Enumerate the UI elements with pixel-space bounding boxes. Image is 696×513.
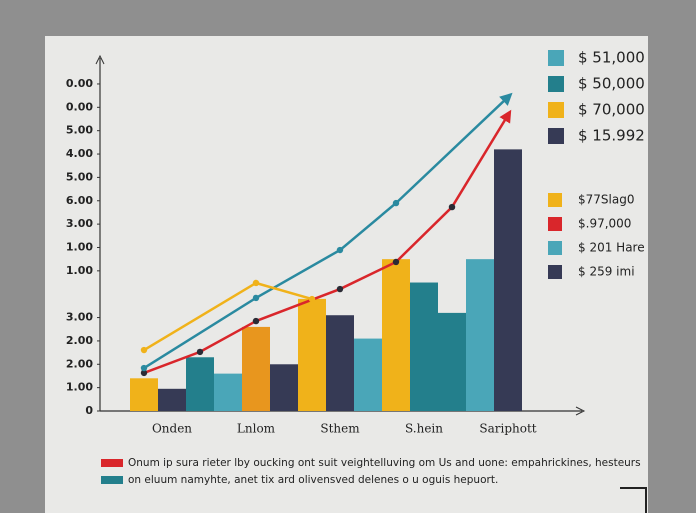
legend-label: $77Slag0 bbox=[578, 193, 634, 207]
line-point bbox=[140, 369, 148, 377]
note-swatch bbox=[101, 476, 123, 484]
legend-swatch bbox=[548, 128, 564, 144]
y-tick-label: 1.00 bbox=[66, 240, 93, 253]
note-swatch bbox=[101, 459, 123, 467]
line-point bbox=[196, 348, 204, 356]
bar bbox=[298, 298, 326, 411]
x-tick-label: Sariphott bbox=[479, 422, 536, 436]
bar bbox=[494, 149, 522, 412]
legend-swatch bbox=[548, 102, 564, 118]
legend-label: $ 51,000 bbox=[578, 49, 645, 67]
y-tick-label: 0.00 bbox=[66, 100, 93, 113]
legend-swatch bbox=[548, 76, 564, 92]
legend-label: $ 50,000 bbox=[578, 75, 645, 93]
bar bbox=[326, 315, 354, 411]
bar bbox=[410, 282, 438, 411]
x-arrow bbox=[575, 406, 586, 416]
y-tick-label: 2.00 bbox=[66, 357, 93, 370]
x-tick-label: Lnlom bbox=[237, 422, 276, 436]
y-tick-label: 6.00 bbox=[66, 194, 93, 207]
y-tick-label: 3.00 bbox=[66, 217, 93, 230]
x-tick-label: Sthem bbox=[320, 422, 360, 436]
line-point bbox=[336, 246, 344, 254]
y-tick-label: 1.00 bbox=[66, 381, 93, 394]
legend-label: $ 15.992 bbox=[578, 127, 645, 145]
legend-swatch bbox=[548, 217, 562, 231]
line-point bbox=[252, 294, 260, 302]
y-arrow bbox=[95, 54, 105, 65]
line-point bbox=[308, 295, 316, 303]
line-point bbox=[336, 285, 344, 293]
bar bbox=[466, 259, 494, 411]
legend-label: $.97,000 bbox=[578, 217, 631, 231]
bar bbox=[438, 312, 466, 411]
note-text: on eluum namyhte, anet tix ard olivensve… bbox=[128, 474, 498, 486]
line-point bbox=[140, 364, 148, 372]
y-tick-label: 5.00 bbox=[66, 170, 93, 183]
line-point bbox=[392, 199, 400, 207]
bar bbox=[186, 357, 214, 411]
line-point bbox=[140, 346, 148, 354]
line-point bbox=[252, 279, 260, 287]
y-tick-label: 0.00 bbox=[66, 77, 93, 90]
y-tick-label: 4.00 bbox=[66, 147, 93, 160]
legend-swatch bbox=[548, 241, 562, 255]
legend-swatch bbox=[548, 265, 562, 279]
line-point bbox=[448, 203, 456, 211]
bar bbox=[214, 373, 242, 411]
bar bbox=[354, 338, 382, 411]
corner-mark bbox=[620, 487, 647, 513]
y-tick-label: 0 bbox=[85, 404, 93, 417]
y-tick-label: 2.00 bbox=[66, 334, 93, 347]
bar bbox=[130, 378, 158, 411]
legend-label: $ 201 Hare bbox=[578, 241, 645, 255]
y-tick-label: 5.00 bbox=[66, 124, 93, 137]
line-point bbox=[252, 317, 260, 325]
legend-label: $ 70,000 bbox=[578, 101, 645, 119]
y-tick-label: 1.00 bbox=[66, 264, 93, 277]
bar bbox=[270, 364, 298, 411]
line-point bbox=[392, 258, 400, 266]
note-text: Onum ip sura rieter lby oucking ont suit… bbox=[128, 457, 641, 469]
paper bbox=[45, 36, 648, 513]
legend-label: $ 259 imi bbox=[578, 265, 635, 279]
legend-swatch bbox=[548, 193, 562, 207]
bar bbox=[382, 259, 410, 411]
bar bbox=[242, 326, 270, 411]
y-tick-label: 3.00 bbox=[66, 311, 93, 324]
x-tick-label: Onden bbox=[152, 422, 192, 436]
bar bbox=[158, 388, 186, 411]
x-tick-label: S.hein bbox=[405, 422, 443, 436]
legend-swatch bbox=[548, 50, 564, 66]
